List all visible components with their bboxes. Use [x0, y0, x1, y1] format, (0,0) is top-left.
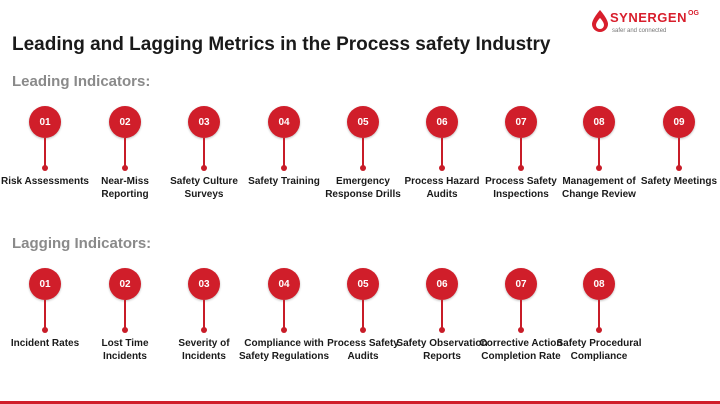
indicator-label: Safety Procedural Compliance — [556, 338, 642, 362]
indicator-label: Safety Meetings — [640, 176, 718, 187]
indicator-label: Safety Training — [248, 176, 320, 187]
connector-line — [283, 138, 285, 168]
number-badge: 02 — [109, 268, 141, 300]
brand-logo: SYNERGEN OG safer and connected — [592, 8, 714, 42]
connector-line — [124, 300, 126, 330]
number-badge: 06 — [426, 106, 458, 138]
connector-dot — [518, 327, 524, 333]
indicator-label: Emergency Response Drills — [325, 176, 401, 200]
number-badge: 06 — [426, 268, 458, 300]
brand-tagline: safer and connected — [612, 28, 667, 34]
connector-line — [598, 138, 600, 168]
connector-dot — [676, 165, 682, 171]
number-badge: 04 — [268, 268, 300, 300]
connector-dot — [596, 165, 602, 171]
connector-dot — [281, 165, 287, 171]
connector-line — [44, 138, 46, 168]
connector-line — [520, 300, 522, 330]
connector-dot — [360, 327, 366, 333]
leading-indicators-heading: Leading Indicators: — [12, 73, 151, 90]
number-badge: 08 — [583, 106, 615, 138]
indicator-label: Management of Change Review — [562, 176, 636, 200]
brand-suffix: OG — [688, 10, 699, 17]
connector-line — [520, 138, 522, 168]
connector-line — [441, 138, 443, 168]
page-title: Leading and Lagging Metrics in the Proce… — [12, 34, 551, 55]
indicator-label: Safety Culture Surveys — [170, 176, 238, 200]
connector-dot — [439, 327, 445, 333]
number-badge: 07 — [505, 106, 537, 138]
indicator-label: Safety Observation Reports — [396, 338, 488, 362]
number-badge: 09 — [663, 106, 695, 138]
connector-dot — [42, 165, 48, 171]
number-badge: 08 — [583, 268, 615, 300]
connector-line — [362, 300, 364, 330]
number-badge: 04 — [268, 106, 300, 138]
connector-dot — [42, 327, 48, 333]
connector-line — [203, 138, 205, 168]
connector-dot — [439, 165, 445, 171]
connector-dot — [518, 165, 524, 171]
connector-line — [203, 300, 205, 330]
connector-line — [44, 300, 46, 330]
connector-dot — [281, 327, 287, 333]
number-badge: 05 — [347, 268, 379, 300]
number-badge: 01 — [29, 268, 61, 300]
indicator-label: Risk Assessments — [0, 176, 89, 187]
lagging-indicators-heading: Lagging Indicators: — [12, 235, 152, 252]
indicator-label: Process Safety Inspections — [485, 176, 557, 200]
connector-dot — [122, 165, 128, 171]
connector-line — [598, 300, 600, 330]
number-badge: 03 — [188, 268, 220, 300]
number-badge: 05 — [347, 106, 379, 138]
connector-dot — [201, 327, 207, 333]
connector-dot — [360, 165, 366, 171]
flame-drop-icon — [592, 10, 608, 32]
number-badge: 02 — [109, 106, 141, 138]
connector-line — [362, 138, 364, 168]
brand-name: SYNERGEN — [610, 10, 687, 25]
indicator-label: Near-Miss Reporting — [101, 176, 149, 200]
indicator-label: Process Hazard Audits — [404, 176, 480, 200]
connector-dot — [122, 327, 128, 333]
indicator-label: Process Safety Audits — [327, 338, 399, 362]
indicator-label: Compliance with Safety Regulations — [238, 338, 330, 362]
connector-line — [441, 300, 443, 330]
number-badge: 07 — [505, 268, 537, 300]
number-badge: 03 — [188, 106, 220, 138]
connector-line — [283, 300, 285, 330]
bottom-accent-bar — [0, 401, 720, 404]
connector-line — [124, 138, 126, 168]
connector-line — [678, 138, 680, 168]
indicator-label: Corrective Action Completion Rate — [479, 338, 563, 362]
indicator-label: Lost Time Incidents — [101, 338, 149, 362]
connector-dot — [201, 165, 207, 171]
number-badge: 01 — [29, 106, 61, 138]
indicator-label: Severity of Incidents — [178, 338, 230, 362]
connector-dot — [596, 327, 602, 333]
indicator-label: Incident Rates — [10, 338, 80, 349]
